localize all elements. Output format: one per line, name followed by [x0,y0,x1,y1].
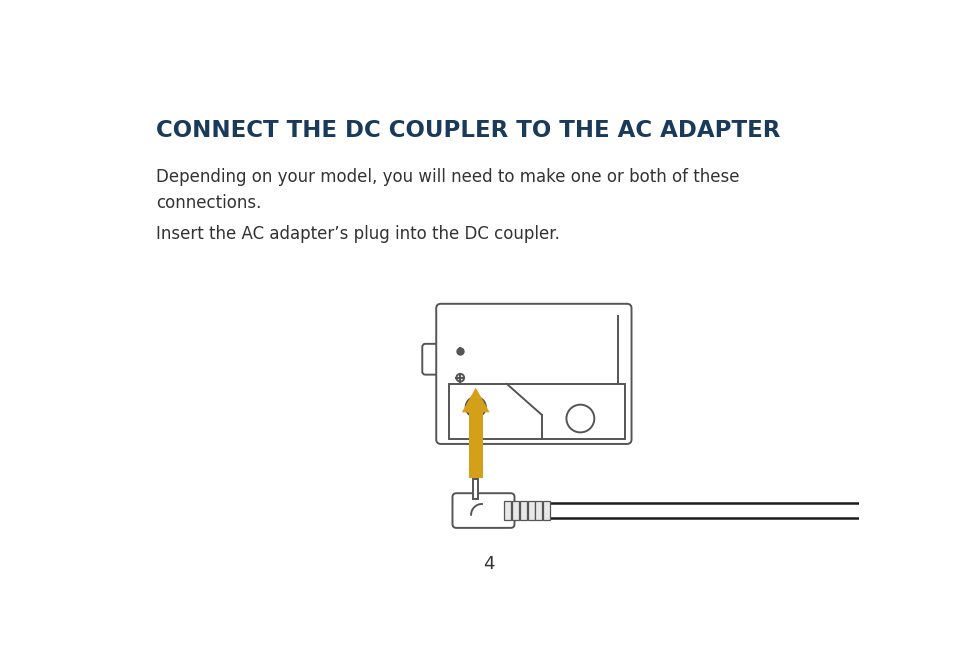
Bar [473,480,478,499]
Text: Depending on your model, you will need to make one or both of these
connections.: Depending on your model, you will need t… [156,168,740,212]
Bar [448,384,624,440]
Circle shape [456,374,464,382]
FancyBboxPatch shape [422,344,445,374]
FancyBboxPatch shape [436,304,631,444]
Bar [527,501,534,520]
Bar [512,501,518,520]
Circle shape [566,405,594,432]
Circle shape [465,397,485,417]
Bar [535,501,542,520]
Bar [468,413,482,478]
Text: Insert the AC adapter’s plug into the DC coupler.: Insert the AC adapter’s plug into the DC… [156,225,559,243]
Polygon shape [461,388,489,413]
FancyBboxPatch shape [452,494,514,528]
Text: CONNECT THE DC COUPLER TO THE AC ADAPTER: CONNECT THE DC COUPLER TO THE AC ADAPTER [156,119,780,142]
Text: 4: 4 [482,555,495,573]
Bar [504,501,511,520]
Bar [519,501,526,520]
Bar [542,501,550,520]
